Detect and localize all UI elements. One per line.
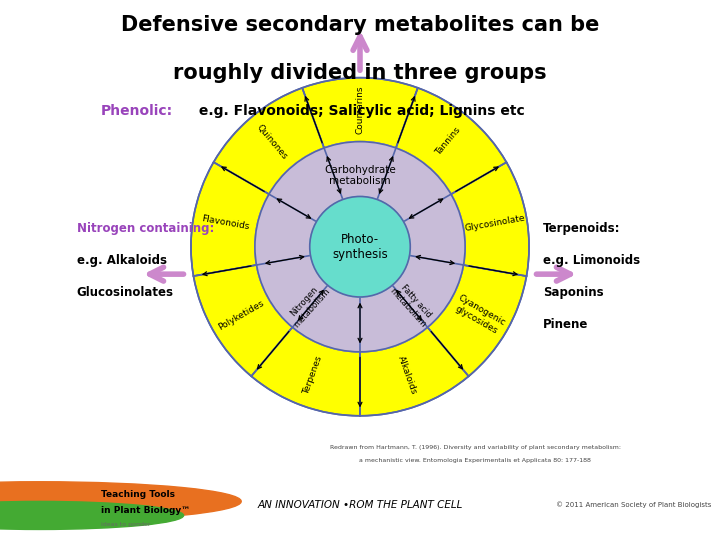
Text: in Plant Biology™: in Plant Biology™ <box>101 506 190 515</box>
Wedge shape <box>191 162 269 276</box>
Text: Terpenoids:: Terpenoids: <box>543 222 620 235</box>
Text: Photo-
synthesis: Photo- synthesis <box>332 233 388 261</box>
Circle shape <box>0 482 241 521</box>
Text: Flavonoids: Flavonoids <box>200 214 250 232</box>
Text: Redrawn from Hartmann, T. (1996). Diversity and variability of plant secondary m: Redrawn from Hartmann, T. (1996). Divers… <box>330 444 621 450</box>
Text: Nitrogen
metabolism: Nitrogen metabolism <box>284 280 332 329</box>
Text: Coumarins: Coumarins <box>356 85 364 134</box>
Text: Saponins: Saponins <box>543 286 603 299</box>
Text: Teaching Tools: Teaching Tools <box>101 490 175 499</box>
Circle shape <box>255 141 465 352</box>
Wedge shape <box>428 265 526 376</box>
Text: AN INNOVATION •ROM THE PLANT CELL: AN INNOVATION •ROM THE PLANT CELL <box>257 500 463 510</box>
Text: © 2011 American Society of Plant Biologists: © 2011 American Society of Plant Biologi… <box>556 502 711 508</box>
Text: Nitrogen containing:: Nitrogen containing: <box>77 222 214 235</box>
Text: Alkaloids: Alkaloids <box>396 355 418 396</box>
Text: Quinones: Quinones <box>255 123 289 161</box>
Text: a mechanistic view. Entomologia Experimentalis et Applicata 80: 177-188: a mechanistic view. Entomologia Experime… <box>359 457 591 463</box>
Circle shape <box>0 501 184 529</box>
Text: Phenolic:: Phenolic: <box>101 104 173 118</box>
Text: ideas to ponder: ideas to ponder <box>101 522 150 527</box>
Text: Tannins: Tannins <box>433 126 462 158</box>
Text: Terpenes: Terpenes <box>302 355 324 396</box>
Circle shape <box>310 197 410 297</box>
Wedge shape <box>360 327 469 416</box>
Text: Polyketides: Polyketides <box>217 299 266 332</box>
Wedge shape <box>302 78 418 148</box>
Text: Fatty acid
metabolism: Fatty acid metabolism <box>388 280 436 329</box>
Text: roughly divided in three groups: roughly divided in three groups <box>174 63 546 83</box>
Wedge shape <box>396 88 506 194</box>
Text: Pinene: Pinene <box>543 318 588 331</box>
Text: Defensive secondary metabolites can be: Defensive secondary metabolites can be <box>121 15 599 35</box>
Text: e.g. Alkaloids: e.g. Alkaloids <box>77 254 167 267</box>
Text: e.g. Flavonoids; Salicylic acid; Lignins etc: e.g. Flavonoids; Salicylic acid; Lignins… <box>194 104 525 118</box>
Text: Cyanogenic
glycosides: Cyanogenic glycosides <box>451 294 507 337</box>
Wedge shape <box>451 162 529 276</box>
Text: Carbohydrate
metabolism: Carbohydrate metabolism <box>324 165 396 186</box>
Text: e.g. Limonoids: e.g. Limonoids <box>543 254 640 267</box>
Wedge shape <box>251 327 360 416</box>
Text: Glycosinolate: Glycosinolate <box>464 213 526 233</box>
Wedge shape <box>194 265 292 376</box>
Wedge shape <box>214 88 324 194</box>
Text: Glucosinolates: Glucosinolates <box>77 286 174 299</box>
